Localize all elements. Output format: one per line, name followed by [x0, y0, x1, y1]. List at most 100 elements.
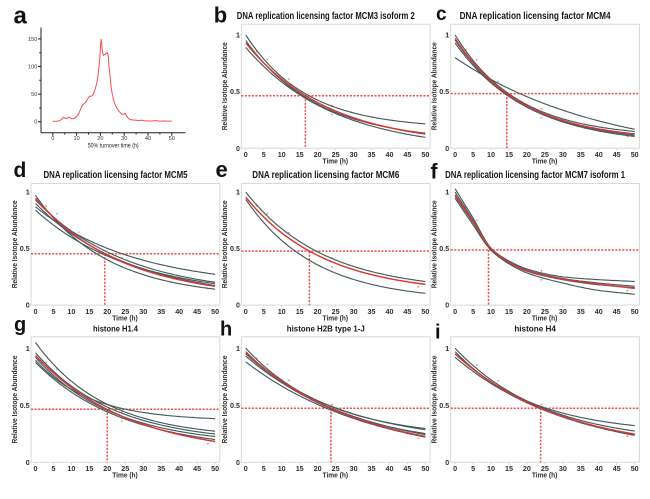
svg-text:35: 35	[368, 307, 376, 316]
svg-text:20: 20	[314, 150, 322, 159]
svg-text:35: 35	[577, 464, 585, 473]
svg-text:0: 0	[26, 458, 30, 467]
svg-text:50: 50	[631, 464, 639, 473]
svg-text:5: 5	[52, 307, 56, 316]
svg-text:0: 0	[445, 301, 449, 310]
svg-text:10: 10	[67, 464, 75, 473]
svg-text:0.5: 0.5	[439, 87, 449, 96]
svg-text:0: 0	[453, 464, 457, 473]
svg-text:c: c	[436, 4, 447, 25]
svg-text:0: 0	[26, 301, 30, 310]
svg-text:10: 10	[278, 307, 286, 316]
svg-text:25: 25	[541, 464, 549, 473]
svg-text:30: 30	[559, 150, 567, 159]
svg-text:5: 5	[471, 150, 475, 159]
svg-text:30: 30	[139, 307, 147, 316]
svg-text:50: 50	[421, 307, 429, 316]
svg-text:50: 50	[421, 150, 429, 159]
svg-text:Time (h): Time (h)	[532, 157, 558, 166]
svg-text:0: 0	[236, 301, 240, 310]
svg-text:50: 50	[169, 136, 175, 142]
svg-text:1: 1	[445, 31, 449, 40]
svg-text:45: 45	[613, 307, 621, 316]
svg-text:25: 25	[541, 150, 549, 159]
svg-text:1: 1	[236, 344, 240, 353]
svg-text:45: 45	[193, 464, 201, 473]
svg-text:histone H1.4: histone H1.4	[93, 324, 138, 334]
svg-text:40: 40	[386, 307, 394, 316]
svg-text:5: 5	[52, 464, 56, 473]
svg-text:0.5: 0.5	[230, 244, 240, 253]
svg-text:0: 0	[453, 307, 457, 316]
svg-text:DNA replication licensing fact: DNA replication licensing factor MCM3 is…	[237, 11, 415, 22]
svg-text:e: e	[216, 157, 228, 182]
svg-text:1: 1	[26, 188, 30, 197]
svg-text:0.5: 0.5	[20, 401, 30, 410]
svg-text:40: 40	[145, 136, 151, 142]
svg-text:35: 35	[368, 150, 376, 159]
svg-text:DNA replication licensing fact: DNA replication licensing factor MCM7 is…	[445, 170, 625, 181]
svg-text:30: 30	[121, 136, 127, 142]
svg-text:15: 15	[296, 150, 304, 159]
svg-text:Time (h): Time (h)	[112, 314, 138, 323]
svg-text:10: 10	[487, 307, 495, 316]
svg-text:1: 1	[236, 188, 240, 197]
svg-text:0: 0	[244, 464, 248, 473]
svg-text:30: 30	[559, 464, 567, 473]
svg-text:50: 50	[211, 464, 219, 473]
svg-text:Time (h): Time (h)	[323, 471, 349, 480]
svg-text:40: 40	[386, 150, 394, 159]
svg-text:30: 30	[559, 307, 567, 316]
svg-text:10: 10	[67, 307, 75, 316]
svg-text:a: a	[14, 3, 28, 30]
svg-text:5: 5	[262, 150, 266, 159]
svg-text:25: 25	[332, 464, 340, 473]
svg-text:0: 0	[244, 150, 248, 159]
svg-text:20: 20	[97, 136, 103, 142]
svg-text:f: f	[431, 161, 439, 184]
svg-text:0.5: 0.5	[230, 87, 240, 96]
svg-text:45: 45	[613, 150, 621, 159]
svg-text:35: 35	[577, 150, 585, 159]
svg-text:10: 10	[278, 464, 286, 473]
svg-text:45: 45	[403, 150, 411, 159]
svg-text:5: 5	[471, 307, 475, 316]
svg-text:40: 40	[175, 307, 183, 316]
svg-text:0: 0	[34, 120, 37, 126]
svg-text:15: 15	[296, 307, 304, 316]
svg-text:20: 20	[103, 307, 111, 316]
svg-text:0.5: 0.5	[20, 244, 30, 253]
svg-text:1: 1	[445, 344, 449, 353]
svg-text:1: 1	[236, 31, 240, 40]
svg-text:40: 40	[595, 307, 603, 316]
svg-text:20: 20	[314, 464, 322, 473]
svg-text:Relative Isotope Abundance: Relative Isotope Abundance	[10, 200, 19, 288]
svg-text:0: 0	[244, 307, 248, 316]
svg-text:10: 10	[487, 464, 495, 473]
svg-text:b: b	[214, 2, 227, 27]
svg-text:5: 5	[262, 307, 266, 316]
svg-text:20: 20	[523, 307, 531, 316]
svg-text:35: 35	[577, 307, 585, 316]
svg-text:50: 50	[421, 464, 429, 473]
svg-text:h: h	[220, 319, 232, 341]
svg-text:20: 20	[523, 464, 531, 473]
svg-text:50% turnover time (h): 50% turnover time (h)	[88, 142, 139, 149]
svg-text:15: 15	[85, 464, 93, 473]
svg-text:g: g	[14, 314, 26, 336]
svg-text:histone H2B type 1-J: histone H2B type 1-J	[287, 324, 365, 334]
svg-text:0: 0	[236, 458, 240, 467]
svg-text:30: 30	[350, 464, 358, 473]
svg-text:35: 35	[157, 307, 165, 316]
svg-text:50: 50	[211, 307, 219, 316]
svg-text:15: 15	[505, 464, 513, 473]
svg-text:45: 45	[403, 464, 411, 473]
svg-text:0: 0	[34, 464, 38, 473]
svg-text:25: 25	[121, 307, 129, 316]
svg-text:0.5: 0.5	[439, 401, 449, 410]
svg-text:0: 0	[445, 144, 449, 153]
svg-text:d: d	[14, 159, 27, 182]
svg-text:35: 35	[368, 464, 376, 473]
svg-text:25: 25	[121, 464, 129, 473]
svg-text:Time (h): Time (h)	[112, 471, 138, 480]
